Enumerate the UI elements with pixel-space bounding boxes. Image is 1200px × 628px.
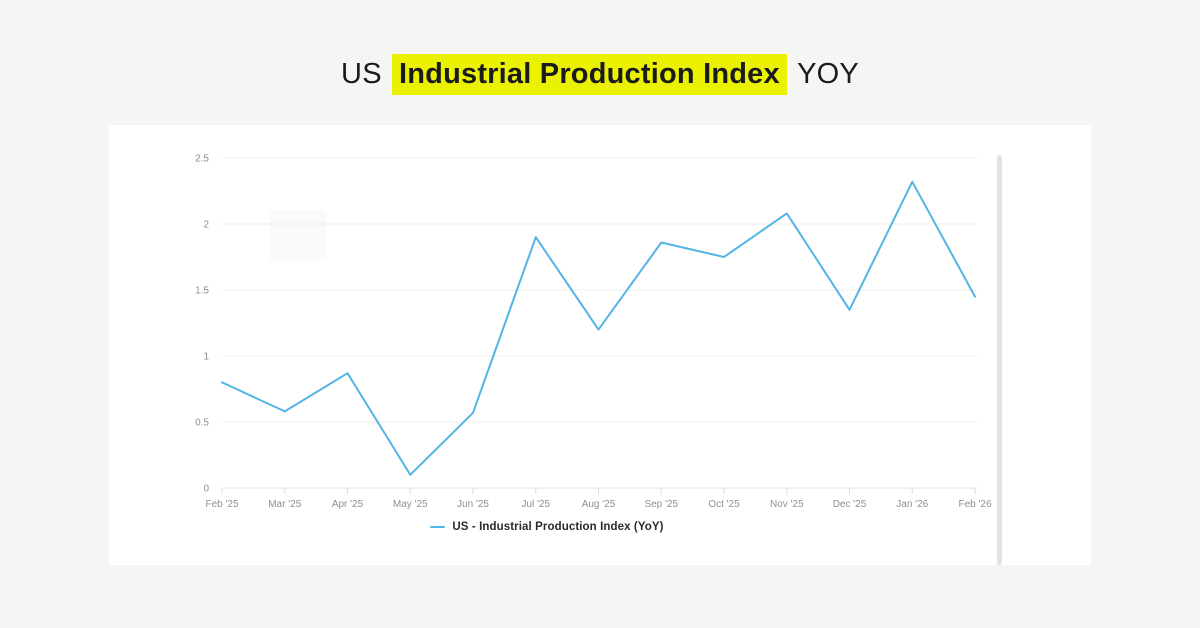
- svg-text:Nov '25: Nov '25: [770, 499, 804, 510]
- title-prefix: US: [341, 58, 382, 90]
- svg-text:Feb '26: Feb '26: [958, 499, 991, 510]
- legend-label: US - Industrial Production Index (YoY): [452, 521, 664, 533]
- svg-text:May '25: May '25: [393, 499, 428, 510]
- svg-text:Dec '25: Dec '25: [833, 499, 867, 510]
- svg-text:Sep '25: Sep '25: [644, 499, 678, 510]
- svg-text:Apr '25: Apr '25: [332, 499, 364, 510]
- svg-text:1: 1: [203, 352, 209, 363]
- title-suffix: YOY: [797, 58, 859, 90]
- svg-text:0: 0: [203, 484, 209, 495]
- legend-line-swatch: [430, 526, 446, 528]
- line-chart: 0 0.5 1 1.5 2 2.5 Feb '25 Mar '25 Apr '25 May '25…: [195, 154, 992, 511]
- svg-text:Aug '25: Aug '25: [582, 499, 616, 510]
- svg-text:0.5: 0.5: [195, 418, 209, 429]
- chart-scrollbar[interactable]: [997, 155, 1002, 565]
- chart-legend: US - Industrial Production Index (YoY): [109, 521, 985, 533]
- svg-text:Mar '25: Mar '25: [268, 499, 301, 510]
- chart-card: 0 0.5 1 1.5 2 2.5 Feb '25 Mar '25 Apr '25 May '25…: [109, 125, 1091, 565]
- svg-text:Oct '25: Oct '25: [708, 499, 740, 510]
- title-highlight: Industrial Production Index: [392, 54, 787, 95]
- svg-text:2.5: 2.5: [195, 154, 209, 165]
- svg-text:2: 2: [203, 220, 209, 231]
- svg-text:Feb '25: Feb '25: [205, 499, 238, 510]
- svg-text:Jun '25: Jun '25: [457, 499, 489, 510]
- svg-text:Jul '25: Jul '25: [521, 499, 550, 510]
- page-title: US Industrial Production Index YOY: [0, 54, 1200, 95]
- watermark: [269, 210, 327, 260]
- svg-text:1.5: 1.5: [195, 286, 209, 297]
- svg-text:Jan '26: Jan '26: [896, 499, 928, 510]
